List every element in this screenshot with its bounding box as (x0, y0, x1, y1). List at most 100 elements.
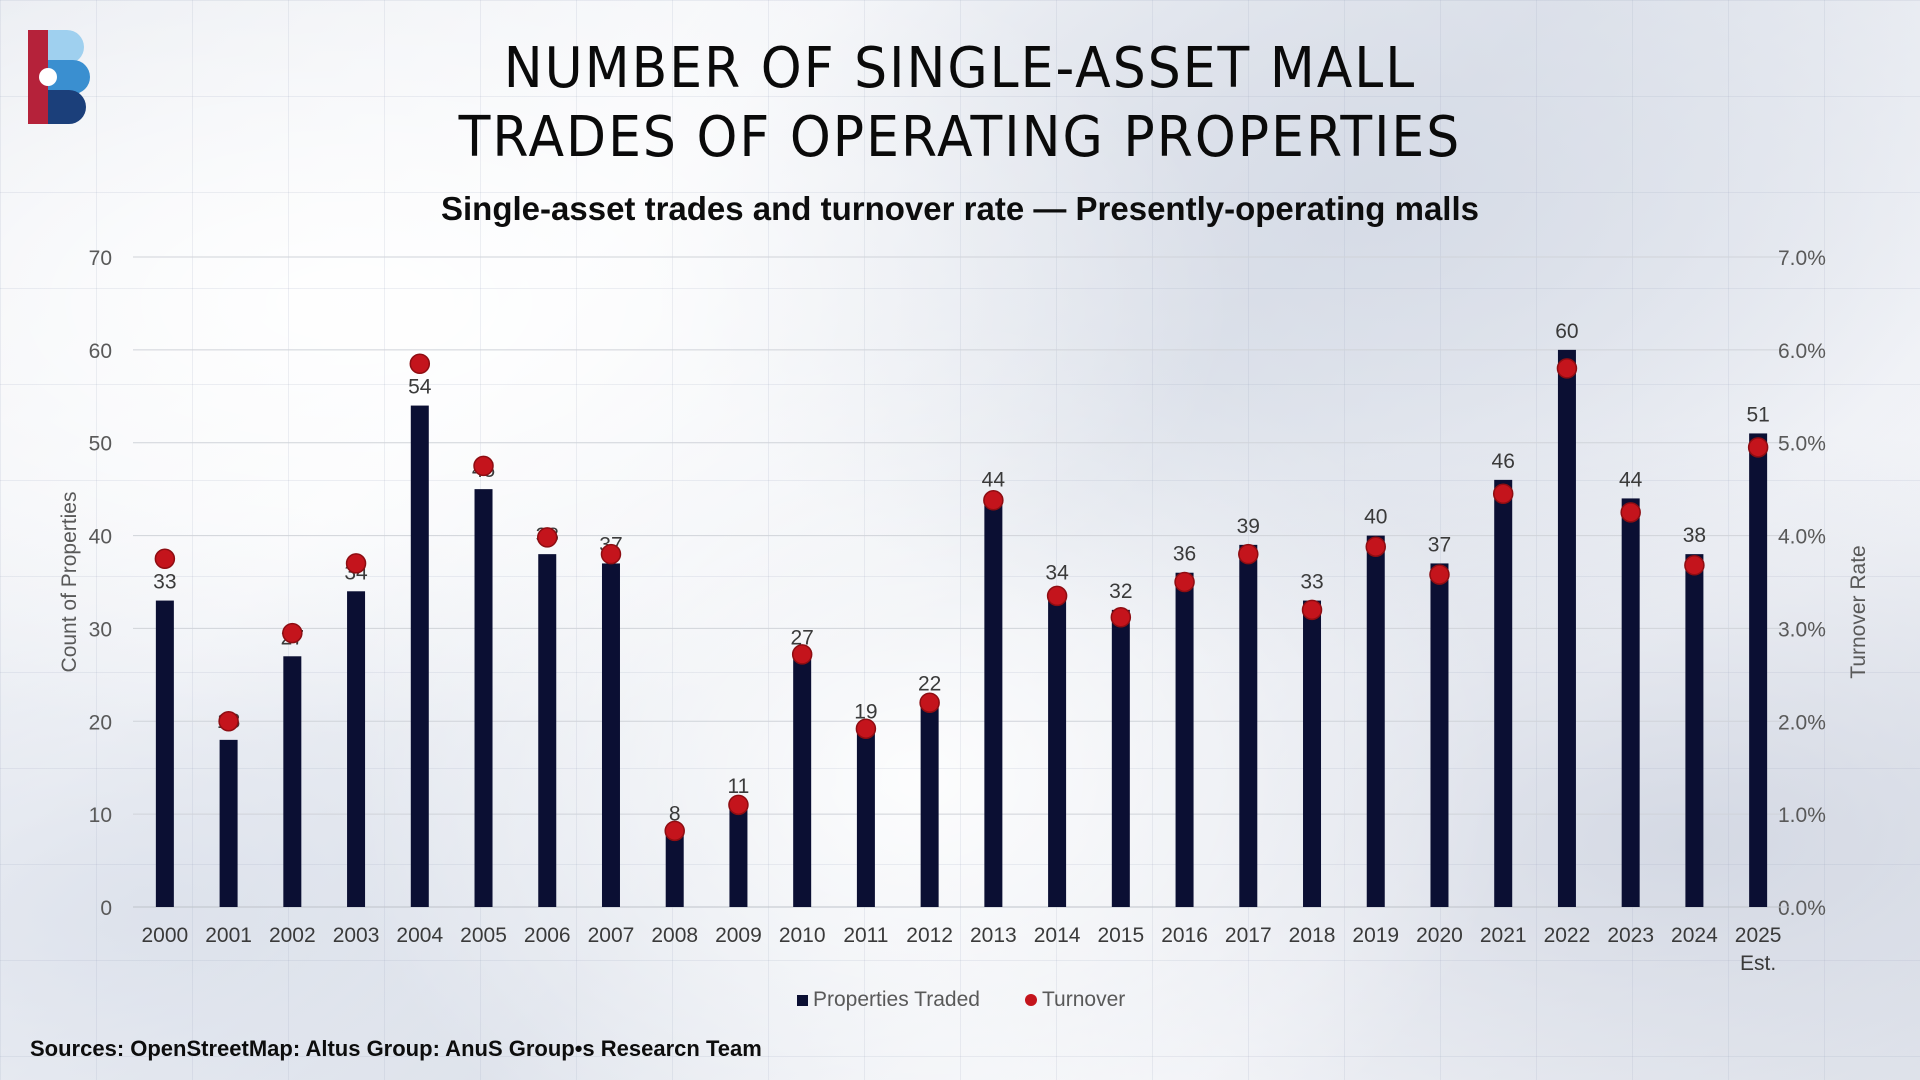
x-tick-label: 2000 (142, 924, 189, 947)
x-tick-label: 2015 (1097, 924, 1144, 947)
x-tick-label: 2012 (906, 924, 953, 947)
turnover-marker (919, 692, 940, 713)
data-label: 51 (1746, 403, 1769, 426)
y-tick-label: 70 (89, 247, 112, 270)
turnover-marker (1556, 358, 1578, 379)
legend-swatch-properties-traded (797, 995, 808, 1006)
turnover-marker (1110, 607, 1132, 628)
x-tick-label: 2018 (1289, 924, 1336, 947)
turnover-marker (154, 548, 176, 570)
turnover-marker (600, 543, 622, 565)
turnover-marker (409, 353, 431, 375)
bar-properties-traded (984, 498, 1003, 907)
x-tick-label: 2017 (1225, 924, 1272, 947)
turnover-marker (1238, 543, 1259, 565)
turnover-marker (1174, 571, 1195, 593)
x-tick-label: 2019 (1352, 924, 1399, 947)
turnover-marker (1684, 555, 1705, 576)
data-label: 27 (790, 626, 813, 649)
bar-properties-traded (601, 563, 620, 907)
bar-properties-traded (347, 591, 366, 907)
chart-title-line-1: NUMBER OF SINGLE-ASSET MALL (503, 36, 1417, 101)
x-tick-label: 2009 (715, 924, 762, 947)
turnover-marker (1301, 599, 1323, 621)
x-tick-label: 2022 (1544, 924, 1591, 947)
data-label: 36 (1173, 543, 1196, 566)
turnover-marker (1620, 502, 1641, 523)
bar-properties-traded (729, 804, 748, 907)
turnover-marker (1492, 483, 1514, 505)
data-label: 44 (1619, 468, 1643, 491)
data-label: 44 (982, 468, 1006, 491)
bar-properties-traded (155, 600, 174, 907)
x-tick-label: 2004 (396, 924, 443, 947)
y-axis-title: Count of Properties (58, 492, 81, 673)
bar-properties-traded (1111, 609, 1130, 907)
legend-swatch-turnover (1025, 994, 1037, 1006)
bar-properties-traded (1621, 498, 1640, 907)
turnover-marker (728, 794, 749, 816)
bar-properties-traded (1175, 572, 1194, 907)
bar-properties-traded (1557, 349, 1576, 907)
bar-properties-traded (538, 554, 557, 907)
x-tick-label: 2010 (779, 924, 826, 947)
turnover-marker (1429, 564, 1450, 585)
logo-stem (28, 30, 48, 124)
data-label: 32 (1109, 580, 1132, 603)
chart-title: NUMBER OF SINGLE-ASSET MALL TRADES OF OP… (380, 34, 1540, 172)
y2-tick-label: 5.0% (1778, 433, 1826, 456)
bar-properties-traded (1685, 554, 1704, 907)
bar-properties-traded (1239, 544, 1258, 907)
logo-notch (39, 68, 57, 86)
turnover-marker (1747, 437, 1769, 458)
x-tick-label: 2011 (843, 924, 888, 947)
x-tick-label: Est. (1740, 952, 1776, 975)
data-label: 33 (1300, 571, 1323, 594)
bar-properties-traded (219, 739, 238, 907)
y2-tick-label: 3.0% (1778, 618, 1826, 641)
y2-tick-label: 0.0% (1778, 897, 1826, 920)
x-tick-label: 2020 (1416, 924, 1463, 947)
data-label: 11 (728, 775, 750, 798)
bar-properties-traded (920, 702, 939, 907)
bar-properties-traded (1430, 563, 1449, 907)
x-tick-label: 2024 (1671, 924, 1718, 947)
turnover-marker (473, 455, 494, 477)
y-tick-label: 50 (89, 433, 112, 456)
bar-properties-traded (1494, 479, 1513, 907)
turnover-marker (664, 820, 685, 842)
x-tick-label: 2001 (205, 924, 252, 947)
y-tick-label: 10 (89, 804, 112, 827)
x-tick-label: 2002 (269, 924, 316, 947)
bar-properties-traded (665, 832, 684, 907)
chart-subtitle: Single-asset trades and turnover rate — … (441, 190, 1479, 227)
data-label: 60 (1555, 320, 1578, 343)
data-label: 38 (1683, 524, 1706, 547)
x-tick-label: 2005 (460, 924, 507, 947)
turnover-marker (1046, 585, 1068, 607)
x-tick-label: 2003 (333, 924, 380, 947)
bar-properties-traded (410, 405, 429, 907)
y2-tick-label: 1.0% (1778, 804, 1826, 827)
turnover-marker (855, 718, 877, 739)
bar-properties-traded (1749, 433, 1768, 907)
data-label: 39 (1237, 515, 1260, 538)
x-tick-label: 2021 (1480, 924, 1527, 947)
x-tick-label: 2016 (1161, 924, 1208, 947)
bar-properties-traded (1048, 591, 1067, 907)
y-tick-label: 0 (100, 897, 112, 920)
data-label: 33 (153, 571, 176, 594)
sources-note: Sources: OpenStreetMap: Altus Group: Anu… (30, 1036, 762, 1061)
y-tick-label: 30 (89, 618, 112, 641)
x-tick-label: 2006 (524, 924, 571, 947)
data-label: 19 (854, 701, 877, 724)
y-tick-label: 20 (89, 711, 112, 734)
bar-properties-traded (793, 656, 812, 907)
bar-properties-traded (1303, 600, 1322, 907)
legend-label-properties-traded: Properties Traded (813, 988, 980, 1011)
bar-properties-traded (1366, 535, 1385, 907)
x-tick-label: 2013 (970, 924, 1017, 947)
turnover-marker (537, 527, 558, 548)
x-tick-label: 2008 (651, 924, 698, 947)
